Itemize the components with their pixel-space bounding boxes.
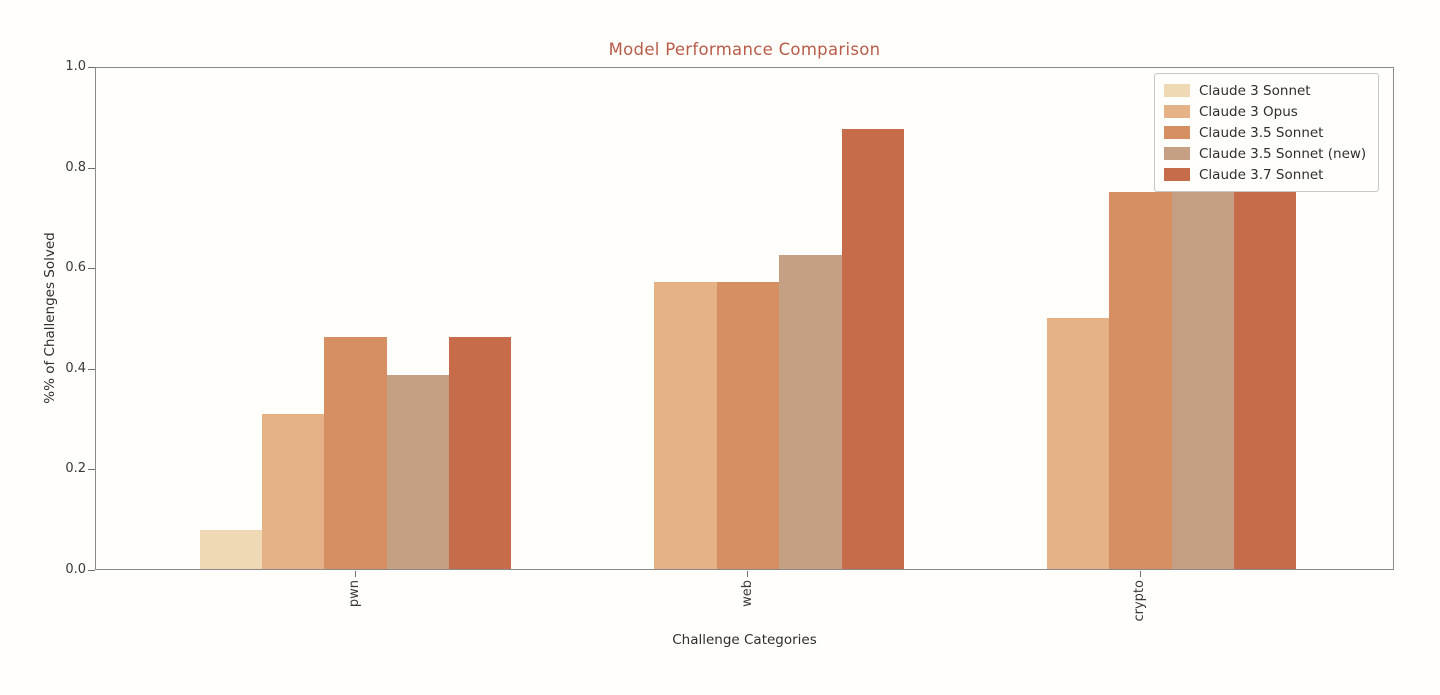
y-tick-label: 0.0 (65, 562, 86, 577)
bar-claude-3-5-sonnet-pwn (324, 336, 387, 569)
bar-claude-3-opus-web (654, 281, 717, 569)
bar-claude-3-5-sonnet-new-crypto (1171, 191, 1235, 569)
legend-item-claude-3-opus: Claude 3 Opus (1164, 101, 1366, 122)
legend-label: Claude 3.7 Sonnet (1199, 166, 1324, 183)
y-tick-mark (88, 570, 95, 571)
bar-claude-3-7-sonnet-crypto (1234, 191, 1297, 569)
legend-swatch-icon (1164, 84, 1190, 97)
y-tick-label: 0.8 (65, 159, 86, 175)
x-tick-mark (747, 571, 748, 577)
legend-label: Claude 3.5 Sonnet (new) (1199, 145, 1367, 162)
legend-swatch-icon (1164, 168, 1190, 181)
legend-swatch-icon (1164, 105, 1190, 118)
legend-item-claude-3-5-sonnet-new: Claude 3.5 Sonnet (new) (1164, 143, 1366, 164)
bar-claude-3-sonnet-pwn (199, 530, 262, 569)
x-tick-label-web: web (739, 580, 755, 607)
bar-claude-3-5-sonnet-new-pwn (386, 375, 450, 569)
x-tick-label-crypto: crypto (1132, 580, 1147, 622)
y-tick-mark (88, 368, 95, 370)
y-tick-label: 0.4 (65, 360, 86, 376)
legend-label: Claude 3 Opus (1199, 103, 1298, 120)
legend-item-claude-3-5-sonnet: Claude 3.5 Sonnet (1164, 122, 1366, 143)
y-tick-mark (88, 268, 95, 270)
x-tick-mark (354, 571, 356, 577)
bar-claude-3-5-sonnet-crypto (1109, 191, 1172, 569)
bar-claude-3-opus-pwn (261, 414, 325, 569)
chart-title: Model Performance Comparison (608, 40, 881, 59)
y-tick-label: 1.0 (65, 59, 86, 74)
legend-label: Claude 3 Sonnet (1199, 82, 1311, 99)
x-tick-label-pwn: pwn (347, 580, 362, 608)
bar-claude-3-5-sonnet-new-web (779, 254, 842, 569)
x-tick-mark (1139, 571, 1141, 577)
y-tick-mark (88, 469, 95, 471)
legend-item-claude-3-sonnet: Claude 3 Sonnet (1164, 80, 1366, 101)
bar-claude-3-7-sonnet-pwn (449, 336, 512, 569)
legend-swatch-icon (1164, 126, 1190, 139)
legend-label: Claude 3.5 Sonnet (1199, 124, 1324, 141)
y-tick-label: 0.2 (65, 461, 86, 477)
legend: Claude 3 Sonnet Claude 3 Opus Claude 3.5 S… (1154, 73, 1380, 192)
bar-claude-3-5-sonnet-web (716, 281, 780, 569)
bar-claude-3-opus-crypto (1046, 317, 1110, 569)
y-tick-mark (88, 167, 95, 169)
x-axis-label: Challenge Categories (672, 632, 817, 648)
y-axis-label: %% of Challenges Solved (42, 232, 58, 404)
legend-item-claude-3-7-sonnet: Claude 3.7 Sonnet (1164, 164, 1366, 185)
bar-claude-3-7-sonnet-web (841, 128, 904, 569)
y-tick-label: 0.6 (65, 260, 86, 276)
legend-swatch-icon (1164, 147, 1190, 160)
y-tick-mark (88, 67, 95, 68)
